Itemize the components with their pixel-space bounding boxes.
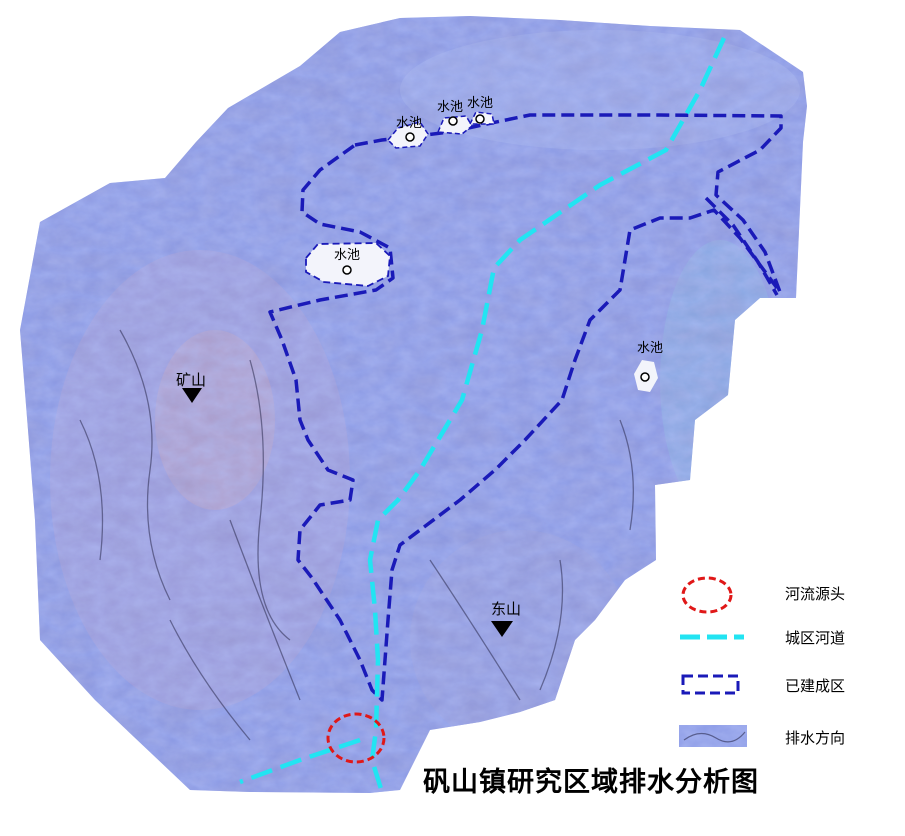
river-source-circle	[326, 712, 386, 764]
east-mountain-label: 东山	[491, 600, 521, 618]
pool-marker-icon	[640, 372, 650, 382]
legend-drainage-label: 排水方向	[785, 729, 846, 747]
map-title: 矾山镇研究区域排水分析图	[423, 767, 759, 798]
legend-source-symbol	[681, 576, 733, 614]
pool-marker-icon	[475, 114, 485, 124]
pool-label: 水池	[396, 116, 422, 131]
peak-triangle-icon	[491, 621, 513, 637]
legend-built-label: 已建成区	[785, 677, 846, 695]
legend-built-symbol	[681, 674, 740, 695]
mine-mountain-label: 矿山	[176, 371, 206, 389]
legend-symbols	[679, 576, 747, 747]
pool-label: 水池	[467, 96, 493, 111]
pool-label: 水池	[437, 100, 463, 115]
pool-marker-icon	[448, 116, 458, 126]
legend-source-label: 河流源头	[785, 585, 846, 603]
pools-layer: 水池 水池 水池 水池 水池	[305, 96, 663, 392]
pool-shape	[305, 242, 391, 287]
pool-marker-icon	[342, 265, 352, 275]
legend-drainage-symbol	[679, 725, 747, 747]
pool-marker-icon	[405, 132, 415, 142]
built-area-boundary	[268, 113, 783, 702]
pool-label: 水池	[334, 248, 360, 263]
legend-river-label: 城区河道	[785, 629, 846, 647]
pool-label: 水池	[637, 341, 663, 356]
peak-triangle-icon	[182, 388, 202, 403]
peaks-layer: 矿山 东山	[176, 371, 521, 637]
city-river	[239, 37, 727, 793]
